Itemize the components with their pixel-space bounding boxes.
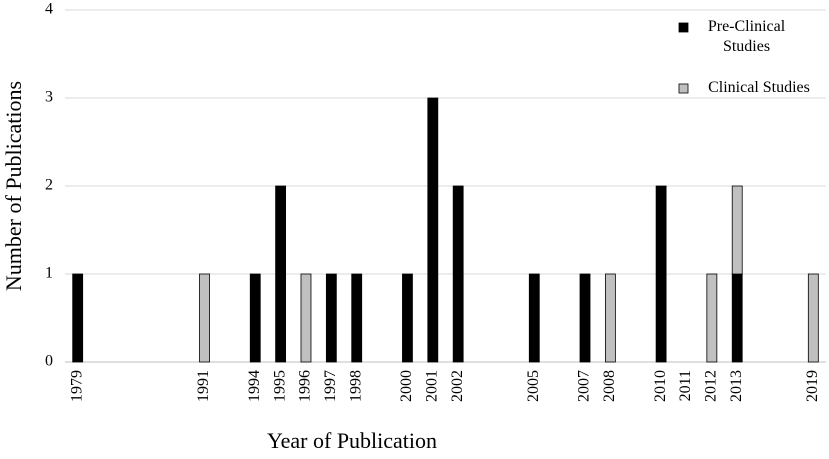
- x-axis-label: Year of Publication: [267, 428, 437, 453]
- bar: [427, 97, 439, 363]
- x-tick-label: 2002: [449, 370, 466, 402]
- x-tick-label: 2012: [703, 370, 720, 402]
- x-tick-label: 1998: [347, 370, 364, 402]
- bar: [655, 185, 667, 363]
- legend-swatch: [678, 22, 689, 33]
- x-tick-label: 2000: [398, 370, 415, 402]
- bar: [300, 273, 312, 363]
- x-tick-label: 1996: [297, 370, 314, 402]
- bar: [452, 185, 464, 363]
- x-tick-label: 1991: [195, 370, 212, 402]
- x-tick-label: 2010: [652, 370, 669, 402]
- y-axis-label: Number of Publications: [1, 81, 26, 291]
- x-tick-label: 2001: [423, 370, 440, 402]
- bar: [528, 273, 540, 363]
- y-tick-label: 3: [45, 89, 53, 106]
- legend-swatch: [678, 83, 689, 94]
- x-tick-label: 1979: [68, 370, 85, 402]
- x-tick-label: 2019: [804, 370, 821, 402]
- legend-label: Pre-Clinical Studies: [707, 18, 786, 55]
- bar: [807, 273, 819, 363]
- bar: [579, 273, 591, 363]
- legend-label: Clinical Studies: [708, 79, 810, 96]
- bar: [199, 273, 210, 363]
- y-tick-label: 2: [45, 177, 53, 194]
- x-tick-label: 2011: [677, 370, 694, 401]
- bar: [604, 273, 616, 363]
- x-tick-label: 2007: [576, 370, 593, 402]
- y-tick-label: 1: [45, 265, 53, 282]
- x-tick-label: 1995: [271, 370, 288, 402]
- x-tick-label: 2013: [728, 370, 745, 402]
- bar: [731, 273, 743, 363]
- x-tick-label: 1994: [246, 370, 263, 402]
- bar: [351, 273, 363, 363]
- x-tick-label: 2005: [525, 370, 542, 402]
- bar: [275, 185, 287, 363]
- bar: [731, 185, 743, 275]
- bar: [72, 273, 84, 363]
- y-tick-label: 0: [45, 353, 53, 370]
- bar: [402, 273, 413, 363]
- x-tick-label: 2008: [601, 370, 618, 402]
- y-tick-label: 4: [45, 1, 53, 18]
- bar: [249, 273, 261, 363]
- bar: [706, 273, 718, 363]
- x-tick-label: 1997: [322, 370, 339, 402]
- bar: [325, 273, 337, 363]
